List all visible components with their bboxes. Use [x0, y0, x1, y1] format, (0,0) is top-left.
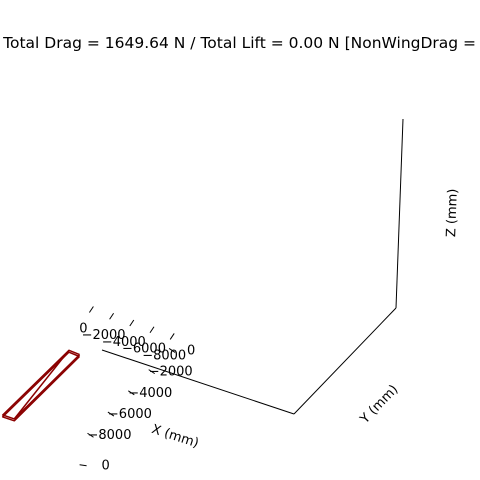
x-tick-mark — [109, 312, 115, 320]
x-tick-label: −6000 — [122, 342, 166, 357]
y-axis-label: Y (mm) — [357, 382, 402, 427]
x-axis-label: X (mm) — [150, 422, 201, 451]
y-tick-mark — [107, 411, 115, 417]
series-line-0 — [1, 349, 81, 420]
z-axis-line — [395, 118, 404, 309]
x-tick-mark — [88, 306, 94, 313]
y-tick-mark — [168, 348, 176, 353]
x-axis-line — [101, 349, 295, 415]
y-ticks: 0−2000−4000−6000−8000 — [87, 343, 195, 443]
y-tick-label: −4000 — [128, 386, 172, 401]
y-tick-mark — [128, 390, 135, 396]
series-line-2 — [1, 351, 81, 422]
y-tick-mark — [148, 369, 155, 375]
x-tick-mark — [129, 319, 135, 327]
x-tick-label: −2000 — [82, 328, 126, 343]
z-tick-label: 0 — [101, 459, 109, 474]
y-tick-label: −8000 — [88, 428, 132, 443]
y-axis-line — [293, 307, 397, 415]
y-tick-label: −6000 — [108, 407, 152, 422]
z-tick-mark — [79, 464, 87, 467]
x-tick-label: −8000 — [142, 348, 186, 363]
x-tick-label: −4000 — [102, 335, 146, 350]
y-tick-label: −2000 — [149, 365, 193, 380]
x-tick-mark — [149, 326, 155, 333]
chart-title: Total Drag = 1649.64 N / Total Lift = 0.… — [2, 34, 480, 52]
z-ticks: 0−2000−4000−6000−8000 — [79, 459, 110, 474]
series-layer — [1, 349, 81, 422]
y-tick-label: 0 — [187, 343, 195, 358]
x-tick-mark — [169, 333, 175, 340]
z-axis-label: Z (mm) — [444, 188, 461, 237]
x-ticks: 0−2000−4000−6000−8000 — [79, 306, 186, 363]
y-tick-mark — [87, 432, 94, 438]
x-tick-label: 0 — [79, 322, 87, 337]
